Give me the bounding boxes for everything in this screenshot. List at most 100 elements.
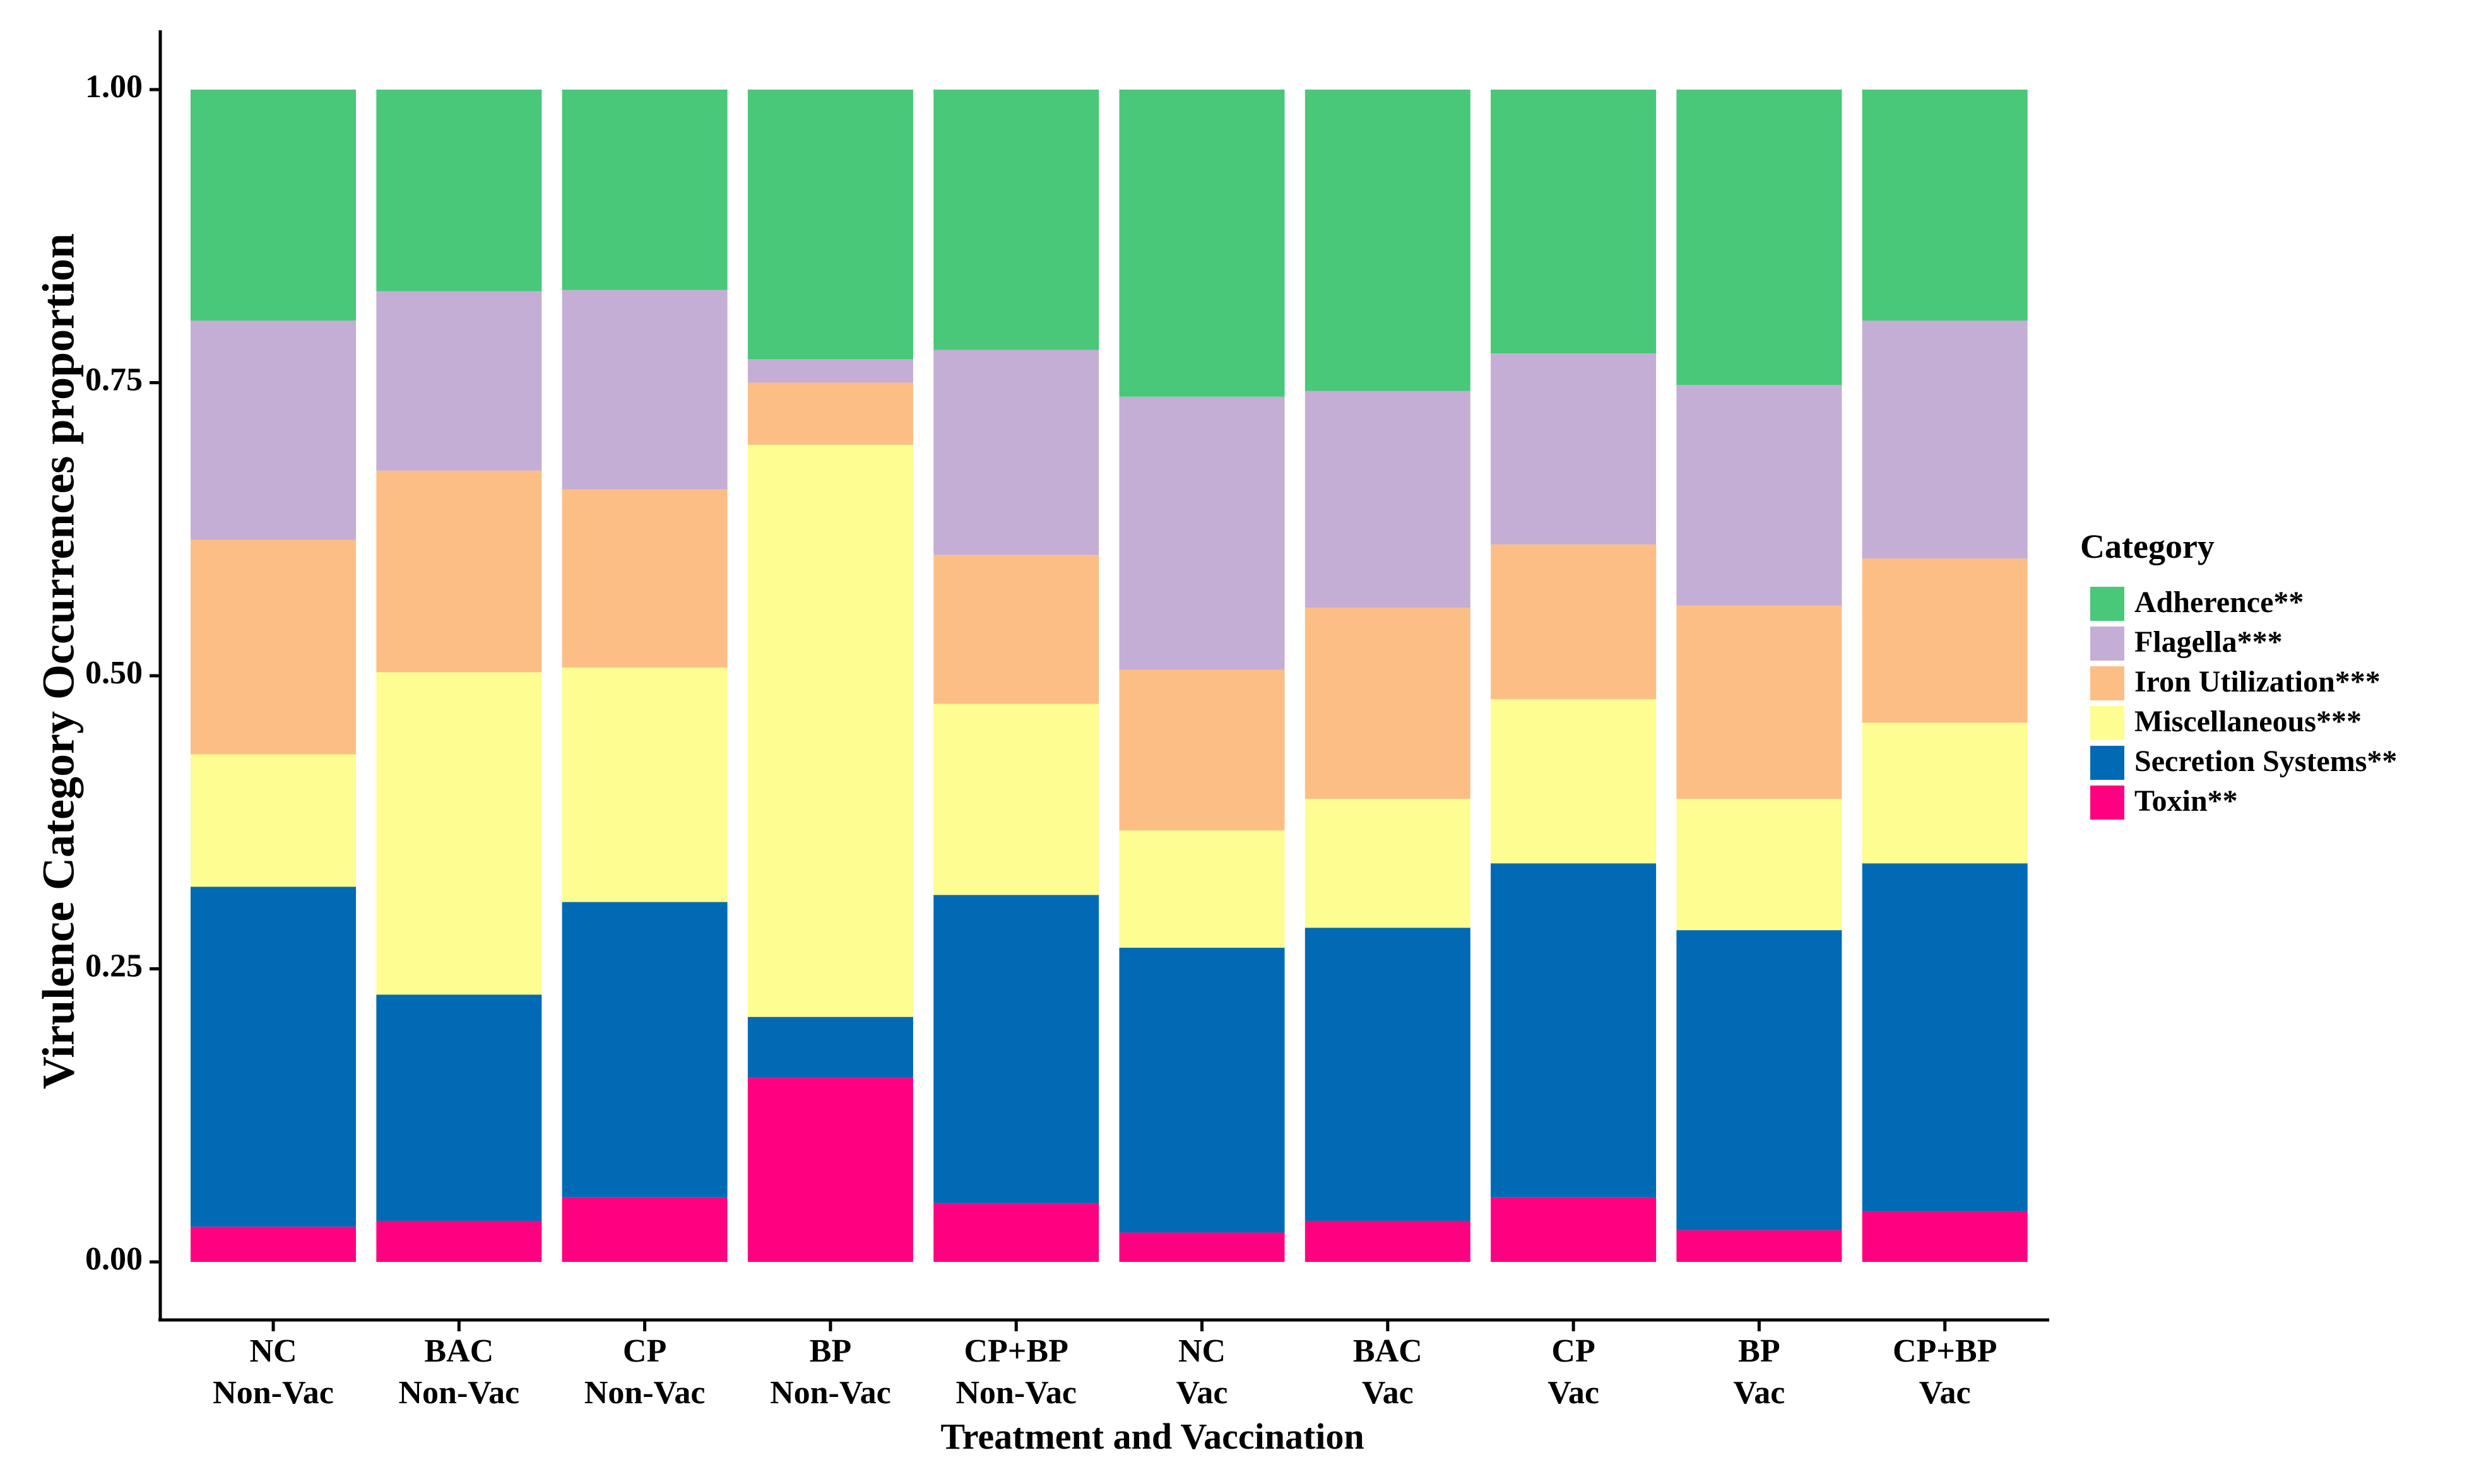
legend: Category Adherence** Flagella*** Iron Util… — [2080, 527, 2397, 820]
y-tick-label: 0.75 — [85, 362, 143, 398]
legend-swatch — [2090, 587, 2124, 621]
y-tick-label: 0.50 — [85, 655, 143, 691]
bar-segment — [1862, 863, 2028, 1212]
bar-group — [1862, 90, 2028, 1262]
bar-segment — [1862, 1211, 2028, 1262]
bar-segment — [1119, 669, 1285, 831]
bar-group — [1304, 90, 1470, 1262]
bar-segment — [1491, 544, 1657, 700]
bar-group — [562, 90, 728, 1262]
bar-segment — [1862, 558, 2028, 723]
bar-group — [1119, 90, 1285, 1262]
bar-segment — [1491, 699, 1657, 864]
x-tick-label: Non-Vac — [955, 1375, 1077, 1411]
bar-segment — [933, 90, 1099, 350]
y-tick-label: 0.25 — [85, 948, 143, 984]
bar-segment — [747, 382, 913, 445]
bar-segment — [1491, 1197, 1657, 1262]
bar-segment — [1304, 799, 1470, 928]
legend-label: Secretion Systems** — [2134, 745, 2397, 778]
x-tick-label: Vac — [1176, 1375, 1228, 1411]
x-tick-label: BP — [810, 1333, 851, 1369]
bar-segment — [376, 994, 542, 1221]
bar-segment — [191, 754, 356, 887]
x-tick-label: Non-Vac — [398, 1375, 519, 1411]
bar-segment — [933, 555, 1099, 704]
bar-segment — [747, 1016, 913, 1078]
x-ticks: NC Non-Vac BAC Non-Vac CP Non-Vac BP Non-Vac CP+… — [213, 1320, 1997, 1411]
bar-segment — [747, 90, 913, 360]
bar-group — [747, 90, 913, 1262]
legend-swatch — [2090, 746, 2124, 780]
bar-segment — [376, 672, 542, 995]
bar-segment — [747, 444, 913, 1017]
x-tick-label: Vac — [1547, 1375, 1599, 1411]
bar-segment — [1491, 863, 1657, 1198]
bar-group — [1491, 90, 1657, 1262]
bar-group — [933, 90, 1099, 1262]
bar-segment — [1304, 90, 1470, 391]
bar-segment — [1676, 1230, 1842, 1262]
bar-segment — [376, 470, 542, 673]
bar-segment — [1676, 605, 1842, 799]
bar-segment — [1119, 1232, 1285, 1262]
legend-label: Toxin** — [2134, 784, 2238, 818]
bar-segment — [1119, 396, 1285, 670]
legend-label: Miscellaneous*** — [2134, 705, 2362, 738]
bar-segment — [191, 321, 356, 540]
bar-segment — [191, 90, 356, 321]
x-tick-label: Non-Vac — [213, 1375, 334, 1411]
x-tick-label: BAC — [1353, 1333, 1423, 1369]
bar-segment — [562, 1197, 728, 1262]
bar-segment — [1304, 608, 1470, 799]
bar-segment — [191, 539, 356, 755]
bar-segment — [191, 1227, 356, 1262]
x-tick-label: CP+BP — [1893, 1333, 1997, 1369]
bar-segment — [562, 90, 728, 290]
x-tick-label: Non-Vac — [584, 1375, 706, 1411]
x-tick-label: CP — [623, 1333, 666, 1369]
legend-title: Category — [2080, 527, 2215, 565]
legend-label: Iron Utilization*** — [2134, 665, 2381, 698]
bar-segment — [376, 291, 542, 471]
y-ticks: 0.00 0.25 0.50 0.75 1.00 — [85, 69, 160, 1277]
bar-segment — [1862, 722, 2028, 864]
bar-segment — [1862, 321, 2028, 559]
y-tick-label: 1.00 — [85, 69, 143, 105]
x-tick-label: Non-Vac — [770, 1375, 891, 1411]
y-tick-label: 0.00 — [85, 1241, 143, 1277]
bar-segment — [376, 90, 542, 292]
bar-group — [191, 90, 356, 1262]
bar-segment — [1119, 90, 1285, 397]
bar-segment — [933, 895, 1099, 1204]
bar-segment — [1304, 928, 1470, 1221]
legend-swatch — [2090, 706, 2124, 740]
bar-segment — [933, 704, 1099, 895]
x-tick-label: Vac — [1362, 1375, 1414, 1411]
legend-label: Adherence** — [2134, 586, 2304, 619]
bar-segment — [1491, 90, 1657, 354]
bar-segment — [1491, 353, 1657, 545]
x-tick-label: Vac — [1733, 1375, 1785, 1411]
bar-segment — [1119, 948, 1285, 1233]
legend-swatch — [2090, 666, 2124, 700]
bar-segment — [1676, 90, 1842, 386]
x-tick-label: BAC — [424, 1333, 494, 1369]
bar-groups — [191, 90, 2028, 1262]
x-tick-label: CP — [1551, 1333, 1595, 1369]
bar-segment — [747, 359, 913, 383]
bar-segment — [1304, 391, 1470, 608]
bar-segment — [1119, 830, 1285, 948]
bar-segment — [933, 1203, 1099, 1262]
bar-segment — [562, 667, 728, 902]
bar-segment — [933, 350, 1099, 555]
bar-segment — [562, 489, 728, 668]
bar-segment — [191, 886, 356, 1227]
x-tick-label: BP — [1738, 1333, 1780, 1369]
x-tick-label: Vac — [1919, 1375, 1971, 1411]
bar-group — [1676, 90, 1842, 1262]
y-axis-label: Virulence Category Occurrences proportio… — [33, 233, 84, 1089]
bar-group — [376, 90, 542, 1262]
legend-swatch — [2090, 627, 2124, 661]
